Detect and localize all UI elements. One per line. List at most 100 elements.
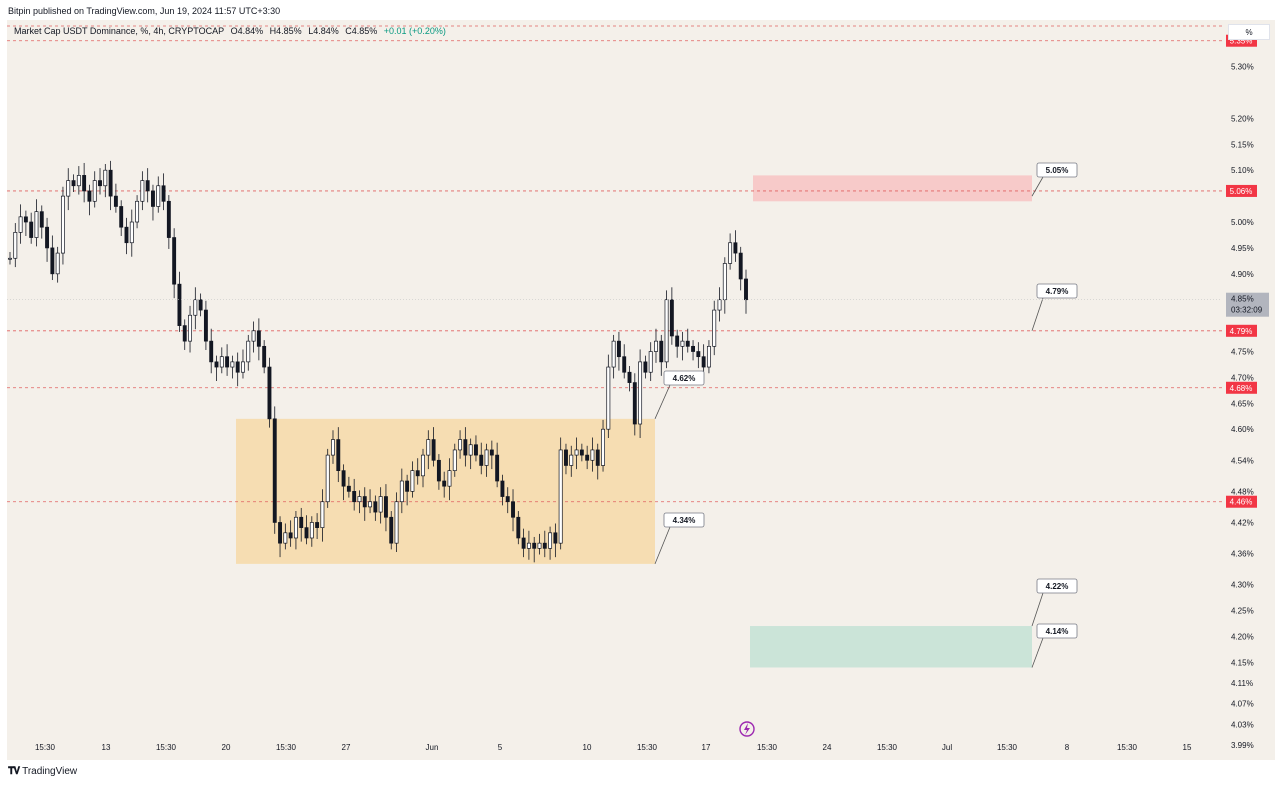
candle-body: [140, 180, 145, 202]
y-tick-label: 4.30%: [1231, 581, 1254, 590]
x-tick-label: 8: [1065, 743, 1070, 752]
candle-body: [468, 444, 473, 456]
candle-body: [458, 439, 463, 451]
candle-body: [537, 542, 542, 549]
candle-body: [82, 175, 87, 192]
candle-body: [389, 516, 394, 544]
candle-body: [129, 221, 134, 244]
candle-body: [394, 501, 399, 544]
y-tick-label: 4.07%: [1231, 700, 1254, 709]
candle-body: [611, 340, 616, 368]
candle-body: [648, 351, 653, 373]
level-price-tag: [1226, 381, 1257, 394]
y-tick-label: 4.95%: [1231, 244, 1254, 253]
candle-body: [278, 522, 282, 544]
candle-body: [558, 449, 563, 544]
candle-body: [505, 496, 510, 503]
x-tick-label: 24: [823, 743, 832, 752]
y-tick-label: 4.20%: [1231, 632, 1254, 641]
candle-body: [744, 278, 748, 301]
candle-body: [383, 496, 388, 518]
candle-body: [177, 283, 182, 326]
candle-body: [182, 325, 187, 342]
candle-body: [331, 439, 335, 456]
candle-body: [632, 382, 637, 425]
candle-body: [357, 496, 362, 503]
candle-body: [241, 361, 245, 373]
candle-body: [235, 361, 240, 373]
tradingview-logo-icon: 𝐓𝐕: [8, 766, 20, 777]
candle-body: [251, 330, 256, 342]
candle-body: [203, 309, 208, 342]
candle-body: [606, 366, 611, 430]
x-tick-label: 15:30: [997, 743, 1018, 752]
candle-body: [474, 444, 478, 456]
y-tick-label: 4.60%: [1231, 425, 1254, 434]
y-tick-label: 4.36%: [1231, 550, 1254, 559]
callout-box: [1036, 283, 1078, 299]
candle-body: [135, 200, 140, 223]
candle-body: [426, 439, 431, 456]
candle-body: [76, 175, 81, 187]
candle-body: [320, 501, 325, 528]
candle-body: [511, 501, 515, 518]
candle-body: [119, 206, 124, 228]
candle-body: [685, 340, 690, 347]
callout-box: [1036, 623, 1078, 639]
candle-body: [346, 485, 351, 492]
legend-high: H4.85%: [269, 26, 302, 36]
percent-scale-button[interactable]: %: [1228, 24, 1270, 40]
callout-pointer: [654, 384, 671, 420]
candle-body: [124, 226, 129, 244]
candle-body: [309, 522, 314, 539]
callout-box: [663, 512, 705, 528]
x-tick-label: 27: [342, 743, 351, 752]
candle-body: [60, 195, 65, 254]
legend-symbol: Market Cap USDT Dominance, %, 4h, CRYPTO…: [14, 26, 225, 36]
x-tick-label: 15:30: [156, 743, 177, 752]
candle-body: [209, 340, 214, 363]
candle-body: [701, 356, 706, 368]
y-tick-label: 5.15%: [1231, 140, 1254, 149]
legend-close: C4.85%: [345, 26, 378, 36]
candle-body: [442, 480, 447, 487]
candle-body: [410, 470, 415, 492]
level-price-label: 4.46%: [1230, 498, 1253, 507]
candle-body: [188, 314, 192, 342]
candle-body: [71, 180, 76, 187]
level-price-tag: [1226, 184, 1257, 197]
callout-box: [1036, 162, 1078, 178]
candle-body: [45, 226, 50, 249]
last-price-countdown: 03:32:09: [1231, 306, 1263, 315]
candle-body: [421, 454, 425, 477]
candle-body: [574, 449, 579, 456]
callout-label: 5.05%: [1046, 166, 1069, 175]
x-tick-label: 15:30: [877, 743, 898, 752]
x-tick-label: 13: [102, 743, 111, 752]
candle-body: [352, 491, 357, 503]
candle-body: [479, 454, 484, 466]
candle-body: [336, 439, 341, 471]
candle-body: [325, 454, 330, 503]
y-tick-label: 3.99%: [1231, 741, 1254, 750]
candle-body: [145, 180, 150, 192]
x-tick-label: 15:30: [637, 743, 658, 752]
callout-box: [1036, 578, 1078, 594]
candle-body: [368, 501, 373, 508]
y-tick-label: 4.48%: [1231, 487, 1254, 496]
candle-body: [262, 345, 267, 368]
candle-body: [500, 480, 505, 497]
candle-body: [680, 340, 685, 347]
candle-body: [484, 449, 489, 466]
level-price-tag: [1226, 324, 1257, 337]
y-tick-label: 4.75%: [1231, 348, 1254, 357]
candle-body: [431, 439, 436, 461]
y-tick-label: 4.70%: [1231, 373, 1254, 382]
candle-body: [728, 242, 733, 264]
candle-body: [50, 247, 55, 275]
x-tick-label: 10: [583, 743, 592, 752]
candle-body: [198, 299, 203, 311]
candle-body: [214, 361, 219, 368]
callout-label: 4.22%: [1046, 582, 1069, 591]
